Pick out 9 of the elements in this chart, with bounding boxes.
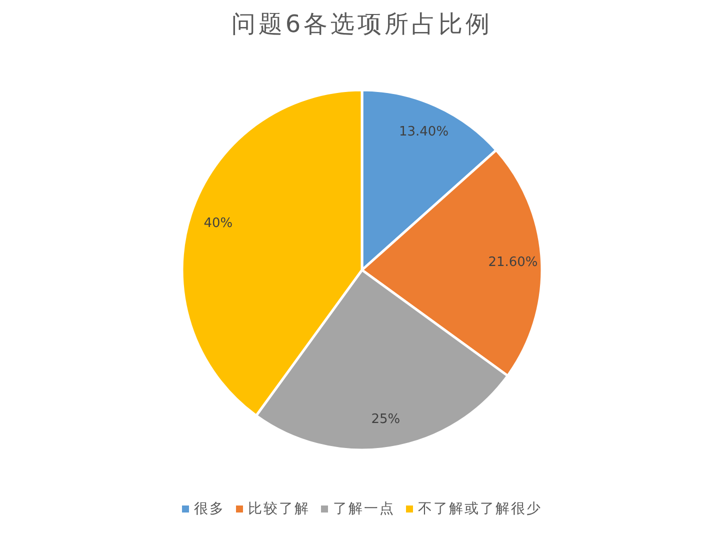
data-label: 21.60% [488,254,538,270]
legend-label: 比较了解 [248,501,310,517]
data-label: 13.40% [399,124,449,140]
chart-title: 问题6各选项所占比例 [231,10,493,38]
legend-label: 很多 [194,501,225,517]
data-label: 25% [371,412,400,427]
data-label: 40% [204,216,233,231]
legend-label: 了解一点 [333,501,395,517]
legend-label: 不了解或了解很少 [418,501,542,517]
